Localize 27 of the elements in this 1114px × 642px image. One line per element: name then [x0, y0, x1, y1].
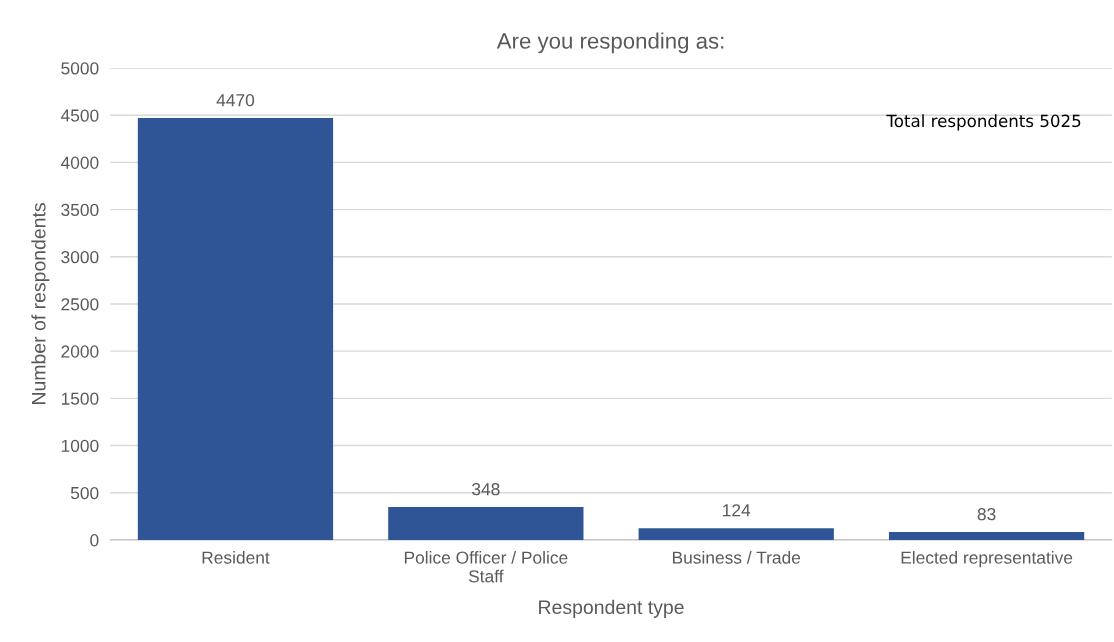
x-tick-label: Business / Trade: [672, 551, 801, 564]
data-label: 348: [472, 483, 500, 496]
bar: [388, 507, 584, 540]
annotation: Total respondents 5025: [886, 114, 1081, 131]
y-tick-label: 2000: [61, 345, 99, 358]
y-tick-label: 5000: [61, 62, 99, 75]
y-tick-label: 3000: [61, 250, 99, 264]
y-tick-label: 0: [90, 534, 99, 547]
y-tick-label: 1000: [61, 439, 99, 453]
data-label: 4470: [216, 94, 255, 107]
chart-title: Are you responding as:: [496, 32, 724, 54]
y-tick-label: 4000: [60, 156, 99, 169]
y-tick-label: 2500: [61, 298, 99, 311]
bar: [137, 118, 334, 540]
y-tick-label: 4500: [60, 109, 99, 122]
x-axis-title: Respondent type: [539, 599, 684, 618]
x-tick-label: Police Officer / Police Staff: [404, 551, 568, 583]
y-tick-label: 3500: [61, 203, 99, 217]
y-tick-label: 1500: [61, 392, 99, 405]
data-label: 83: [977, 508, 996, 521]
bar: [888, 532, 1085, 540]
y-tick-label: 500: [70, 486, 99, 500]
x-tick-label: Resident: [202, 551, 270, 564]
x-tick-label: Elected representative: [901, 551, 1073, 568]
bar: [638, 528, 834, 540]
y-axis-title: Number of respondents: [31, 203, 50, 404]
data-label: 124: [723, 504, 751, 517]
